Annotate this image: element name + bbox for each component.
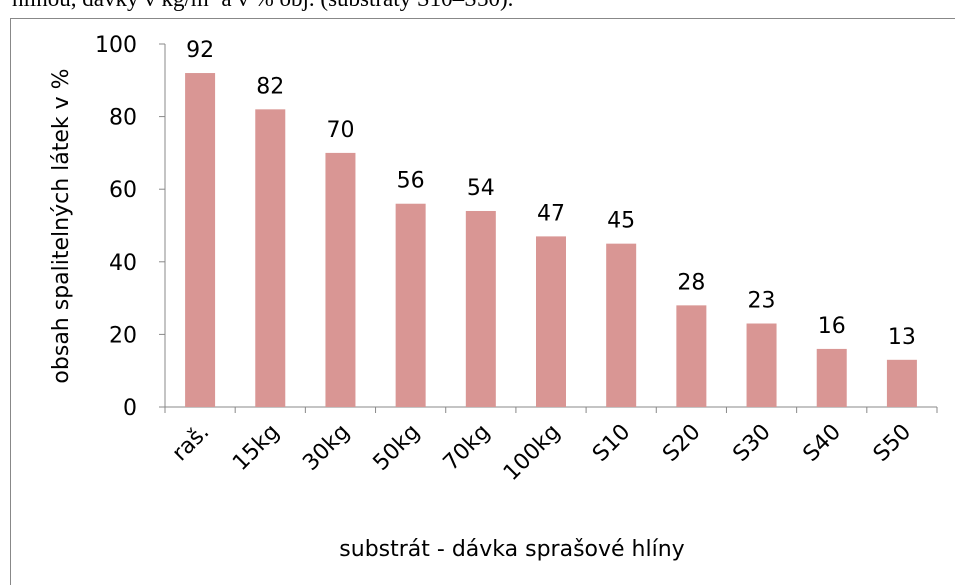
x-tick-label: 100kg [499,420,565,486]
x-tick-label: 70kg [439,420,495,476]
bar [185,73,216,407]
y-tick-label: 20 [109,323,137,348]
bar [886,359,917,407]
x-tick-label: 15kg [228,420,284,476]
data-label: 82 [256,74,284,99]
bar [606,243,637,407]
data-label: 23 [748,289,776,314]
x-tick-label: S50 [869,420,916,467]
x-axis-title: substrát - dávka sprašové hlíny [339,537,684,562]
y-tick-label: 40 [109,251,137,276]
data-label: 47 [537,201,565,226]
data-label: 16 [818,314,846,339]
data-label: 45 [607,209,635,234]
bar [465,210,496,407]
x-tick-label: 30kg [298,420,354,476]
data-label: 56 [397,169,425,194]
data-label: 13 [888,325,916,350]
caption: hlinou, dávky v kg/m³ a v % obj. (substr… [12,0,513,11]
x-tick-label: 50kg [369,420,425,476]
x-tick-label: raš. [168,420,215,467]
y-tick-label: 60 [109,178,137,203]
bar [816,348,847,407]
bar [325,152,356,407]
x-tick-label: S10 [588,420,635,467]
data-label: 92 [186,38,214,63]
data-label: 54 [467,176,495,201]
y-tick-label: 100 [95,33,137,58]
y-tick-label: 80 [109,106,137,131]
bar [395,203,426,407]
x-tick-label: S20 [658,420,705,467]
x-tick-label: S40 [799,420,846,467]
chart-border [10,18,955,585]
bar [255,109,286,407]
data-label: 28 [677,270,705,295]
y-axis-title: obsah spalitelných látek v % [49,68,74,383]
y-tick-label: 0 [123,396,137,421]
bar [536,236,566,407]
data-label: 70 [326,118,354,143]
x-tick-label: S30 [728,420,775,467]
bar [676,305,707,407]
bar [746,323,777,407]
